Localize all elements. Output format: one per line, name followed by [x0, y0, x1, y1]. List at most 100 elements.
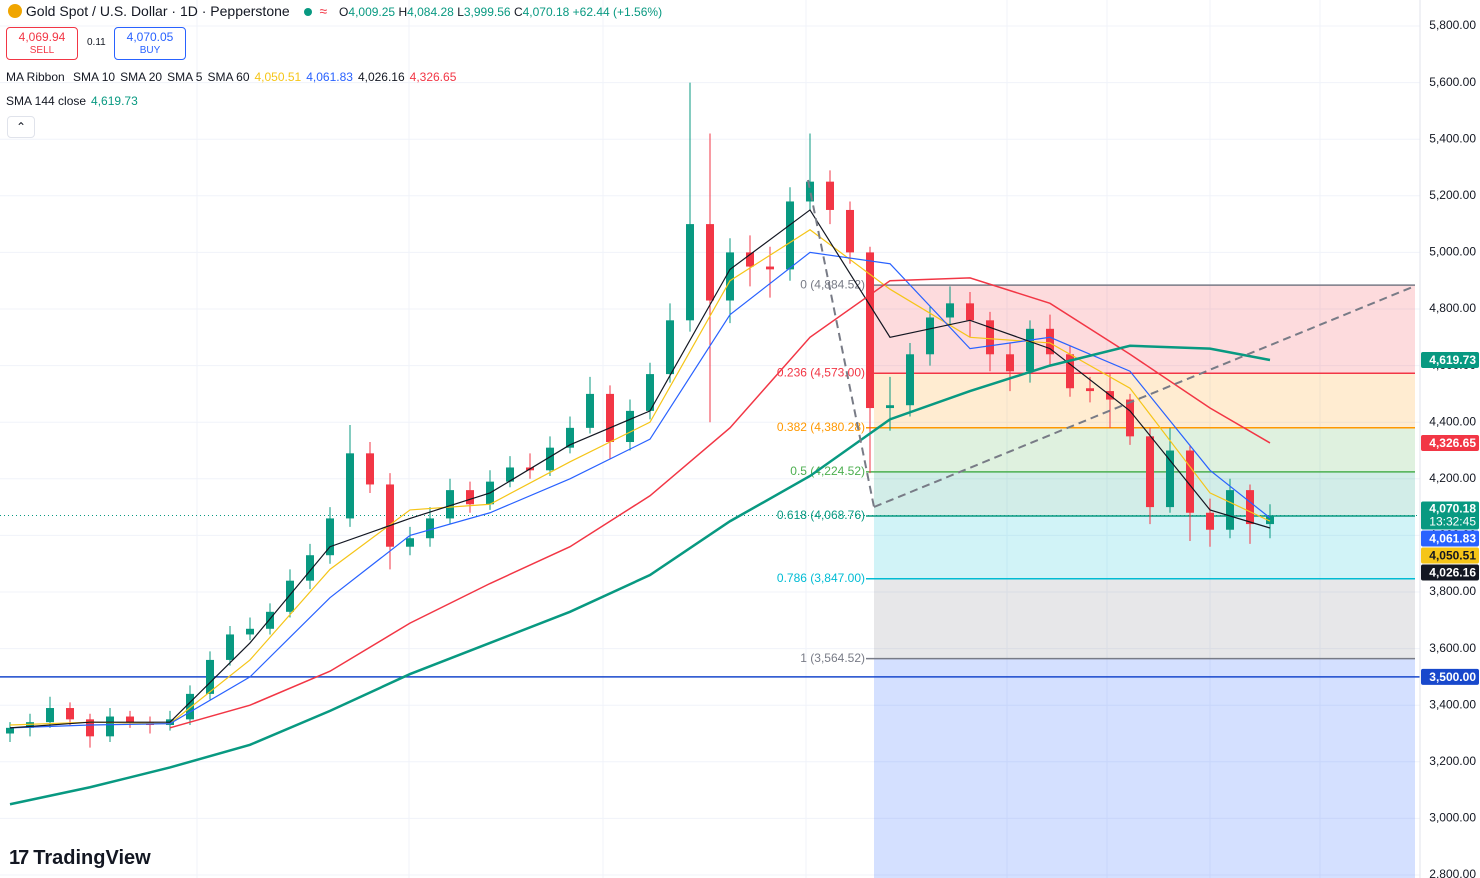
candle-body [1026, 328, 1034, 372]
y-tick-label: 5,400.00 [1429, 131, 1476, 145]
legend-value: 4,050.51 [254, 70, 302, 84]
candle-body [1266, 515, 1274, 525]
badge-label: 4,326.65 [1429, 436, 1476, 450]
y-tick-label: 3,600.00 [1429, 641, 1476, 655]
badge-label: 4,050.51 [1429, 549, 1476, 563]
price-badge [1421, 434, 1479, 451]
candle-body [286, 580, 294, 612]
high-value: 4,084.28 [407, 5, 454, 19]
candle-body [466, 490, 474, 505]
candle-body [826, 181, 834, 210]
ma-lines [9, 209, 1271, 806]
open-label: O [339, 5, 349, 19]
y-tick-label: 4,800.00 [1429, 301, 1476, 315]
y-tick-label: 4,400.00 [1429, 414, 1476, 428]
candle-body [6, 727, 14, 734]
candle-body [426, 518, 434, 539]
candle-body [906, 354, 914, 406]
badge-label: 4,061.83 [1429, 532, 1476, 546]
high-label: H [398, 5, 408, 19]
legend-sma144: SMA 144 close 4,619.73 [6, 94, 138, 108]
status-dot [303, 8, 312, 16]
candle-body [366, 453, 374, 485]
candles [6, 82, 1274, 748]
ma-line [9, 344, 1271, 806]
y-tick-label: 2,800.00 [1429, 867, 1476, 878]
header: Gold Spot / U.S. Dollar · 1D · Peppersto… [8, 3, 662, 19]
candle-body [726, 252, 734, 301]
price-badge [1421, 547, 1479, 564]
candle-body [786, 201, 794, 270]
sell-price: 4,069.94 [18, 30, 66, 44]
candle-body [666, 320, 674, 375]
candle-body [1066, 354, 1074, 389]
change: +62.44 (+1.56%) [572, 5, 663, 19]
badge-label: 4,070.18 [1429, 502, 1476, 516]
candle-body [1006, 354, 1014, 372]
candle-body [1086, 388, 1094, 392]
legend-value: 4,619.73 [91, 94, 138, 108]
close-value: 4,070.18 [522, 5, 570, 19]
candle-body [266, 611, 274, 629]
candle-body [606, 393, 614, 443]
buy-button[interactable]: 4,070.05 BUY [114, 27, 186, 60]
candle-body [706, 224, 714, 301]
candle-body [346, 453, 354, 519]
candle-body [1206, 512, 1214, 530]
ribbon-name: MA Ribbon [6, 70, 65, 84]
badge-label: 4,026.16 [1429, 566, 1476, 580]
candle-body [226, 634, 234, 660]
candle-body [86, 719, 94, 737]
candle-body [886, 405, 894, 409]
candle-body [646, 374, 654, 411]
fib-band [874, 373, 1415, 428]
legend-name: SMA 20 [120, 70, 163, 84]
price-badge [1421, 530, 1479, 547]
fib-band [874, 658, 1415, 878]
candle-body [186, 693, 194, 720]
fib-label: 0 (4,884.52) [800, 277, 865, 291]
price-badge [1421, 564, 1479, 581]
candle-body [506, 467, 514, 482]
ma-line [9, 209, 1271, 729]
fib-band [874, 285, 1415, 374]
close-label: C [513, 5, 523, 19]
candle-body [866, 252, 874, 409]
sell-button[interactable]: 4,069.94 SELL [6, 27, 78, 60]
legend-value: 4,026.16 [357, 70, 405, 84]
collapse-button[interactable]: ⌃ [7, 116, 35, 138]
fib-group: 0 (4,884.52) 0.236 (4,573.00) 0.382 (4,380… [0, 277, 1420, 878]
logo-text: TradingView [33, 847, 151, 869]
y-tick-label: 5,000.00 [1429, 245, 1476, 259]
candle-body [1146, 436, 1154, 508]
fib-band [874, 578, 1415, 659]
spread: 0.11 [87, 37, 106, 48]
candle-body [586, 393, 594, 428]
fib-label: 0.236 (4,573.00) [777, 365, 865, 379]
candle-body [766, 266, 774, 270]
fib-band [874, 471, 1415, 516]
legend-name: SMA 144 close [6, 94, 87, 108]
candle-body [746, 252, 754, 267]
ohlc: O4,009.25 H4,084.28 L3,999.56 C4,070.18 … [339, 5, 662, 19]
fib-band [874, 515, 1415, 579]
candle-body [946, 303, 954, 318]
y-tick-label: 3,200.00 [1429, 754, 1476, 768]
candle-body [1246, 490, 1254, 525]
badge-countdown: 13:32:45 [1429, 515, 1476, 529]
candle-body [326, 518, 334, 556]
y-tick-label: 5,200.00 [1429, 188, 1476, 202]
candle-body [806, 181, 814, 202]
fib-label: 0.786 (3,847.00) [777, 571, 865, 585]
candle-body [306, 555, 314, 581]
candle-body [386, 484, 394, 547]
candle-body [566, 427, 574, 448]
candle-body [626, 410, 634, 443]
candle-body [546, 447, 554, 471]
low-label: L [457, 5, 464, 19]
candle-body [966, 303, 974, 321]
candle-body [1126, 399, 1134, 437]
